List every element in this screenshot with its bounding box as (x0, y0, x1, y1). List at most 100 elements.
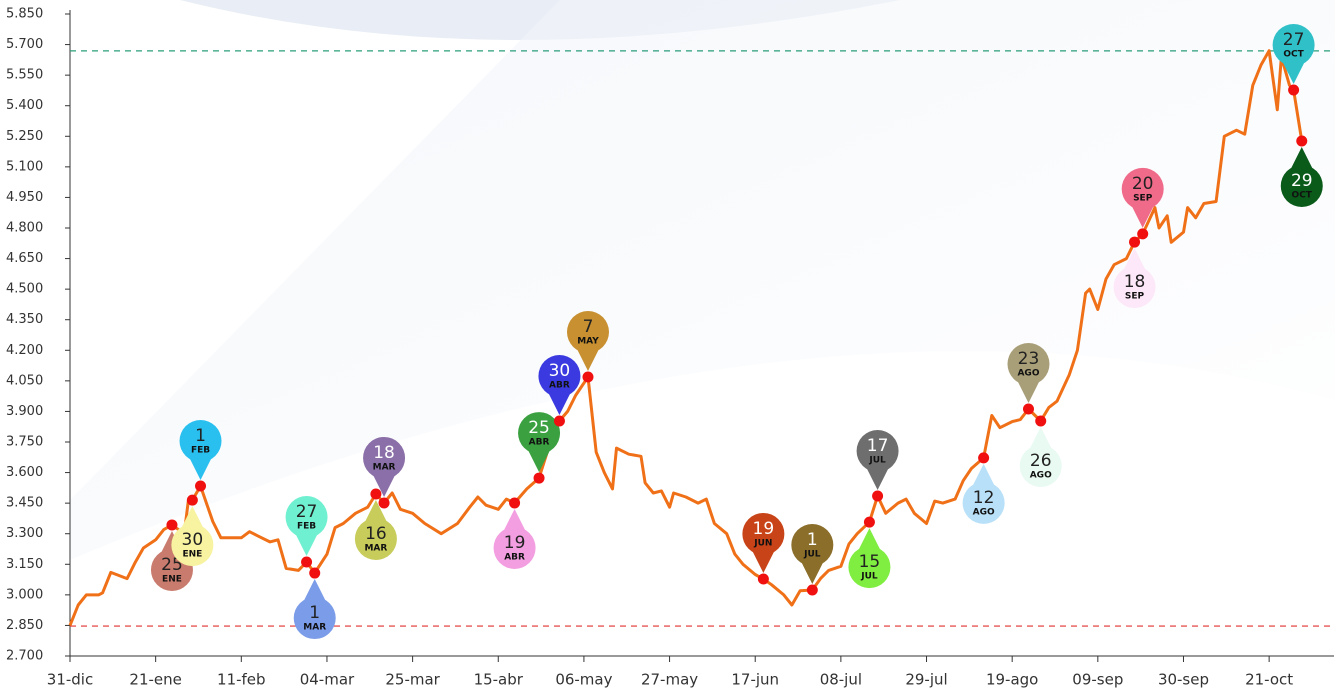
x-tick-label: 21-ene (129, 671, 181, 689)
annotation-day: 15 (859, 552, 881, 572)
annotation-month: ABR (529, 438, 550, 448)
annotation-day: 7 (583, 317, 594, 337)
annotation-pin (363, 499, 388, 524)
y-tick-label: 5.850 (6, 7, 43, 22)
y-tick-label: 5.700 (6, 37, 43, 52)
annotation-dot (1022, 403, 1034, 415)
annotation-dot (1137, 228, 1149, 240)
y-tick-label: 3.750 (6, 435, 43, 450)
annotation-dot (1035, 415, 1047, 427)
annotation-pin (1281, 60, 1306, 85)
annotation-day: 27 (1283, 30, 1305, 50)
annotation-month: OCT (1283, 50, 1304, 60)
annotation-pin (857, 528, 882, 553)
x-tick-label: 04-mar (300, 671, 355, 689)
x-tick-label: 08-jul (820, 671, 862, 689)
annotation-pin (751, 548, 776, 573)
annotation-day: 23 (1018, 349, 1040, 369)
x-tick-label: 30-sep (1158, 671, 1209, 689)
annotation-day: 18 (373, 443, 395, 463)
annotation-pin (1016, 378, 1041, 403)
y-tick-label: 4.050 (6, 373, 43, 388)
annotation-day: 25 (528, 418, 550, 438)
annotation-month: MAY (577, 336, 599, 346)
annotation-dot (378, 497, 390, 509)
annotation-day: 12 (973, 488, 995, 508)
x-tick-label: 29-jul (905, 671, 947, 689)
annotation-day: 1 (309, 603, 320, 623)
annotation-bubble (179, 420, 222, 463)
annotation-bubble (1272, 24, 1315, 67)
annotation-bubble (566, 310, 609, 353)
annotation-day: 25 (161, 555, 183, 575)
annotation-dot (186, 494, 198, 506)
annotation-month: ABR (549, 381, 570, 391)
annotation-pin (527, 448, 552, 473)
annotation-bubble (1121, 167, 1164, 210)
annotation-bubble (1007, 342, 1050, 385)
annotation-dot (1288, 84, 1300, 96)
y-tick-label: 4.500 (6, 282, 43, 297)
annotation-pin (865, 466, 890, 491)
x-tick-label: 21-oct (1245, 671, 1293, 689)
y-tick-label: 3.900 (6, 404, 43, 419)
annotation-bubble (848, 546, 891, 589)
annotation-dot (872, 490, 884, 502)
annotation-pin (294, 532, 319, 557)
annotation-month: MAR (364, 543, 387, 553)
y-tick-label: 4.800 (6, 221, 43, 236)
annotation-bubble (493, 526, 536, 569)
annotation-day: 29 (1291, 171, 1313, 191)
y-tick-label: 5.400 (6, 98, 43, 113)
annotation-month: SEP (1125, 292, 1145, 302)
annotation-day: 27 (296, 502, 318, 522)
annotation-day: 17 (867, 436, 889, 456)
x-tick-label: 17-jun (731, 671, 779, 689)
annotation-month: JUN (753, 538, 772, 548)
annotation-day: 19 (504, 533, 526, 553)
y-tick-label: 4.200 (6, 343, 43, 358)
annotation-bubble (363, 436, 406, 479)
annotation-month: JUL (868, 456, 886, 466)
annotation-pin (1122, 248, 1147, 273)
annotation-pin (372, 472, 397, 497)
x-tick-label: 15-abr (474, 671, 524, 689)
y-tick-label: 3.450 (6, 496, 43, 511)
annotation-day: 1 (807, 530, 818, 550)
y-tick-label: 2.850 (6, 618, 43, 633)
y-tick-label: 3.000 (6, 587, 43, 602)
annotation-month: ABR (504, 552, 525, 562)
annotation-bubble (293, 597, 336, 640)
annotation-dot (509, 497, 521, 509)
annotation-pin (971, 463, 996, 488)
annotation-month: ENE (182, 550, 202, 560)
annotation-dot (309, 567, 321, 579)
annotation-pin (800, 559, 825, 584)
annotation-bubble (171, 524, 214, 567)
annotation-pin (180, 506, 205, 531)
annotation-dot (806, 584, 818, 596)
y-tick-label: 3.600 (6, 465, 43, 480)
annotation-bubble (1019, 445, 1062, 488)
annotation-month: OCT (1292, 190, 1313, 200)
annotation-day: 30 (182, 530, 204, 550)
annotation-bubble (856, 430, 899, 473)
annotation-day: 30 (549, 361, 571, 381)
annotation-dot (553, 415, 565, 427)
annotation-dot (1296, 135, 1308, 147)
annotation-month: FEB (191, 446, 210, 456)
annotation-pin (547, 391, 572, 416)
